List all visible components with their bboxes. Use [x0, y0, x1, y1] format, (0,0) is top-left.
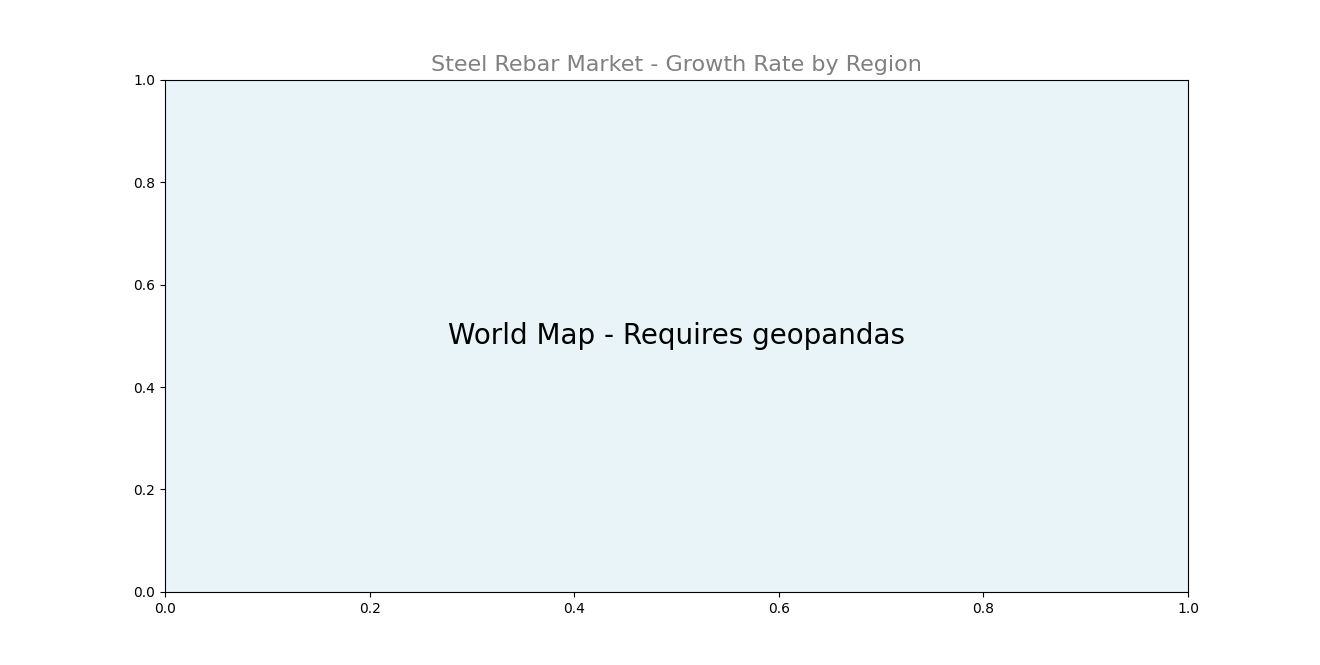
Title: Steel Rebar Market - Growth Rate by Region: Steel Rebar Market - Growth Rate by Regi… — [432, 55, 921, 75]
Text: World Map - Requires geopandas: World Map - Requires geopandas — [447, 322, 906, 350]
